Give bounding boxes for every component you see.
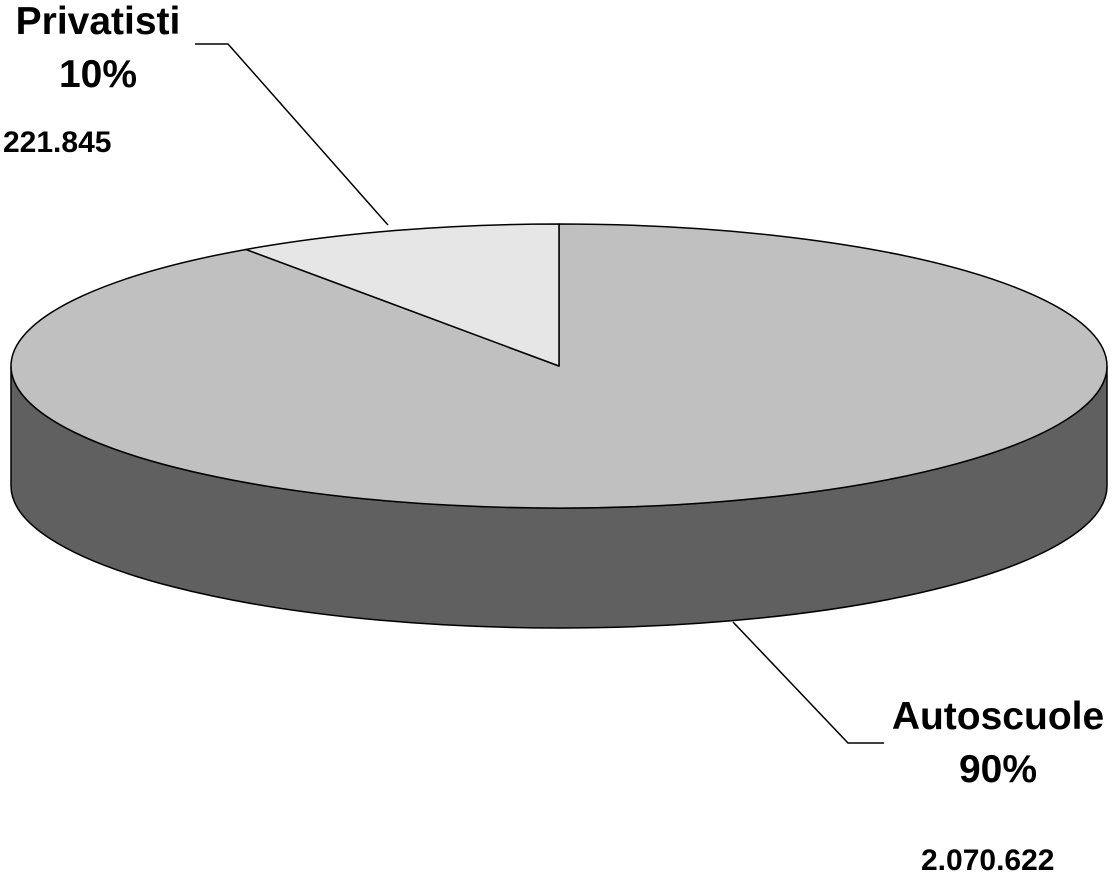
slice-percent-autoscuole: 90% xyxy=(958,748,1038,791)
slice-label-privatisti: Privatisti xyxy=(15,0,181,43)
slice-value-autoscuole: 2.070.622 xyxy=(921,844,1055,877)
slice-top-autoscuole xyxy=(10,223,1108,509)
slice-label-autoscuole: Autoscuole xyxy=(891,695,1105,738)
slice-top-privatisti xyxy=(245,223,560,367)
leader-line-privatisti xyxy=(195,43,389,226)
leader-line-autoscuole xyxy=(732,621,884,744)
slice-percent-privatisti: 10% xyxy=(58,53,138,96)
slice-value-privatisti: 221.845 xyxy=(3,126,112,159)
